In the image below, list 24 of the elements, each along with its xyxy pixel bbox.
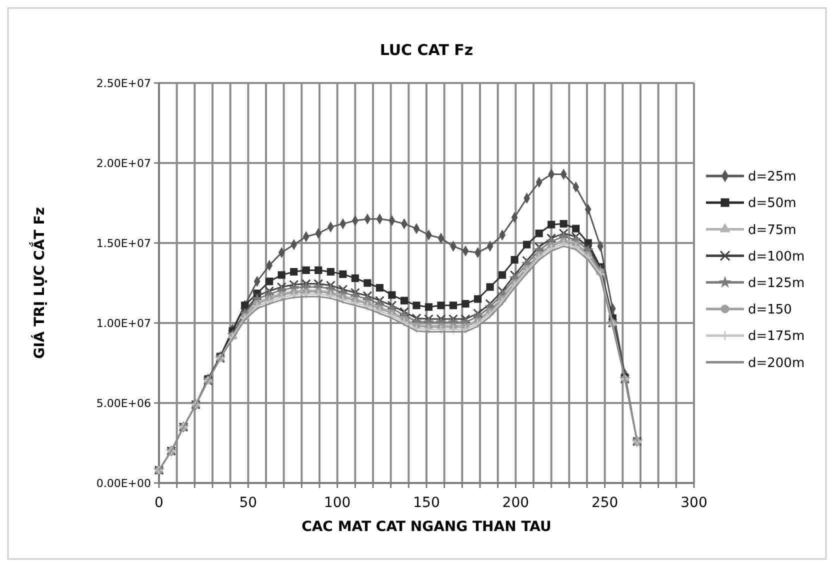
y-tick-label: 2.00E+07 (96, 156, 151, 170)
x-tick-label: 150 (413, 495, 440, 511)
y-tick-label: 1.50E+07 (96, 236, 151, 250)
x-tick-label: 300 (680, 495, 708, 511)
y-tick-label: 0.00E+00 (96, 476, 151, 490)
y-tick-label: 1.00E+07 (96, 316, 151, 330)
y-axis-title: GIÁ TRỊ LỰC CẮT Fz (29, 207, 48, 359)
legend-label: d=175m (748, 329, 805, 344)
legend-label: d=100m (748, 249, 805, 264)
x-tick-label: 50 (239, 495, 258, 511)
legend-label: d=50m (748, 196, 796, 212)
chart-title: LUC CAT Fz (380, 41, 474, 59)
y-tick-label: 2.50E+07 (96, 76, 151, 90)
legend-label: d=25m (748, 170, 796, 185)
x-axis-title: CAC MAT CAT NGANG THAN TAU (302, 519, 552, 535)
legend-label: d=200m (748, 356, 805, 371)
x-tick-label: 250 (591, 495, 618, 511)
legend-label: d=75m (748, 222, 796, 238)
x-tick-label: 200 (502, 495, 530, 511)
legend-label: d=150 (748, 302, 792, 318)
legend-label: d=125m (748, 276, 805, 291)
x-tick-label: 0 (154, 495, 164, 511)
y-tick-label: 5.00E+06 (96, 396, 151, 410)
x-tick-label: 100 (324, 495, 351, 511)
